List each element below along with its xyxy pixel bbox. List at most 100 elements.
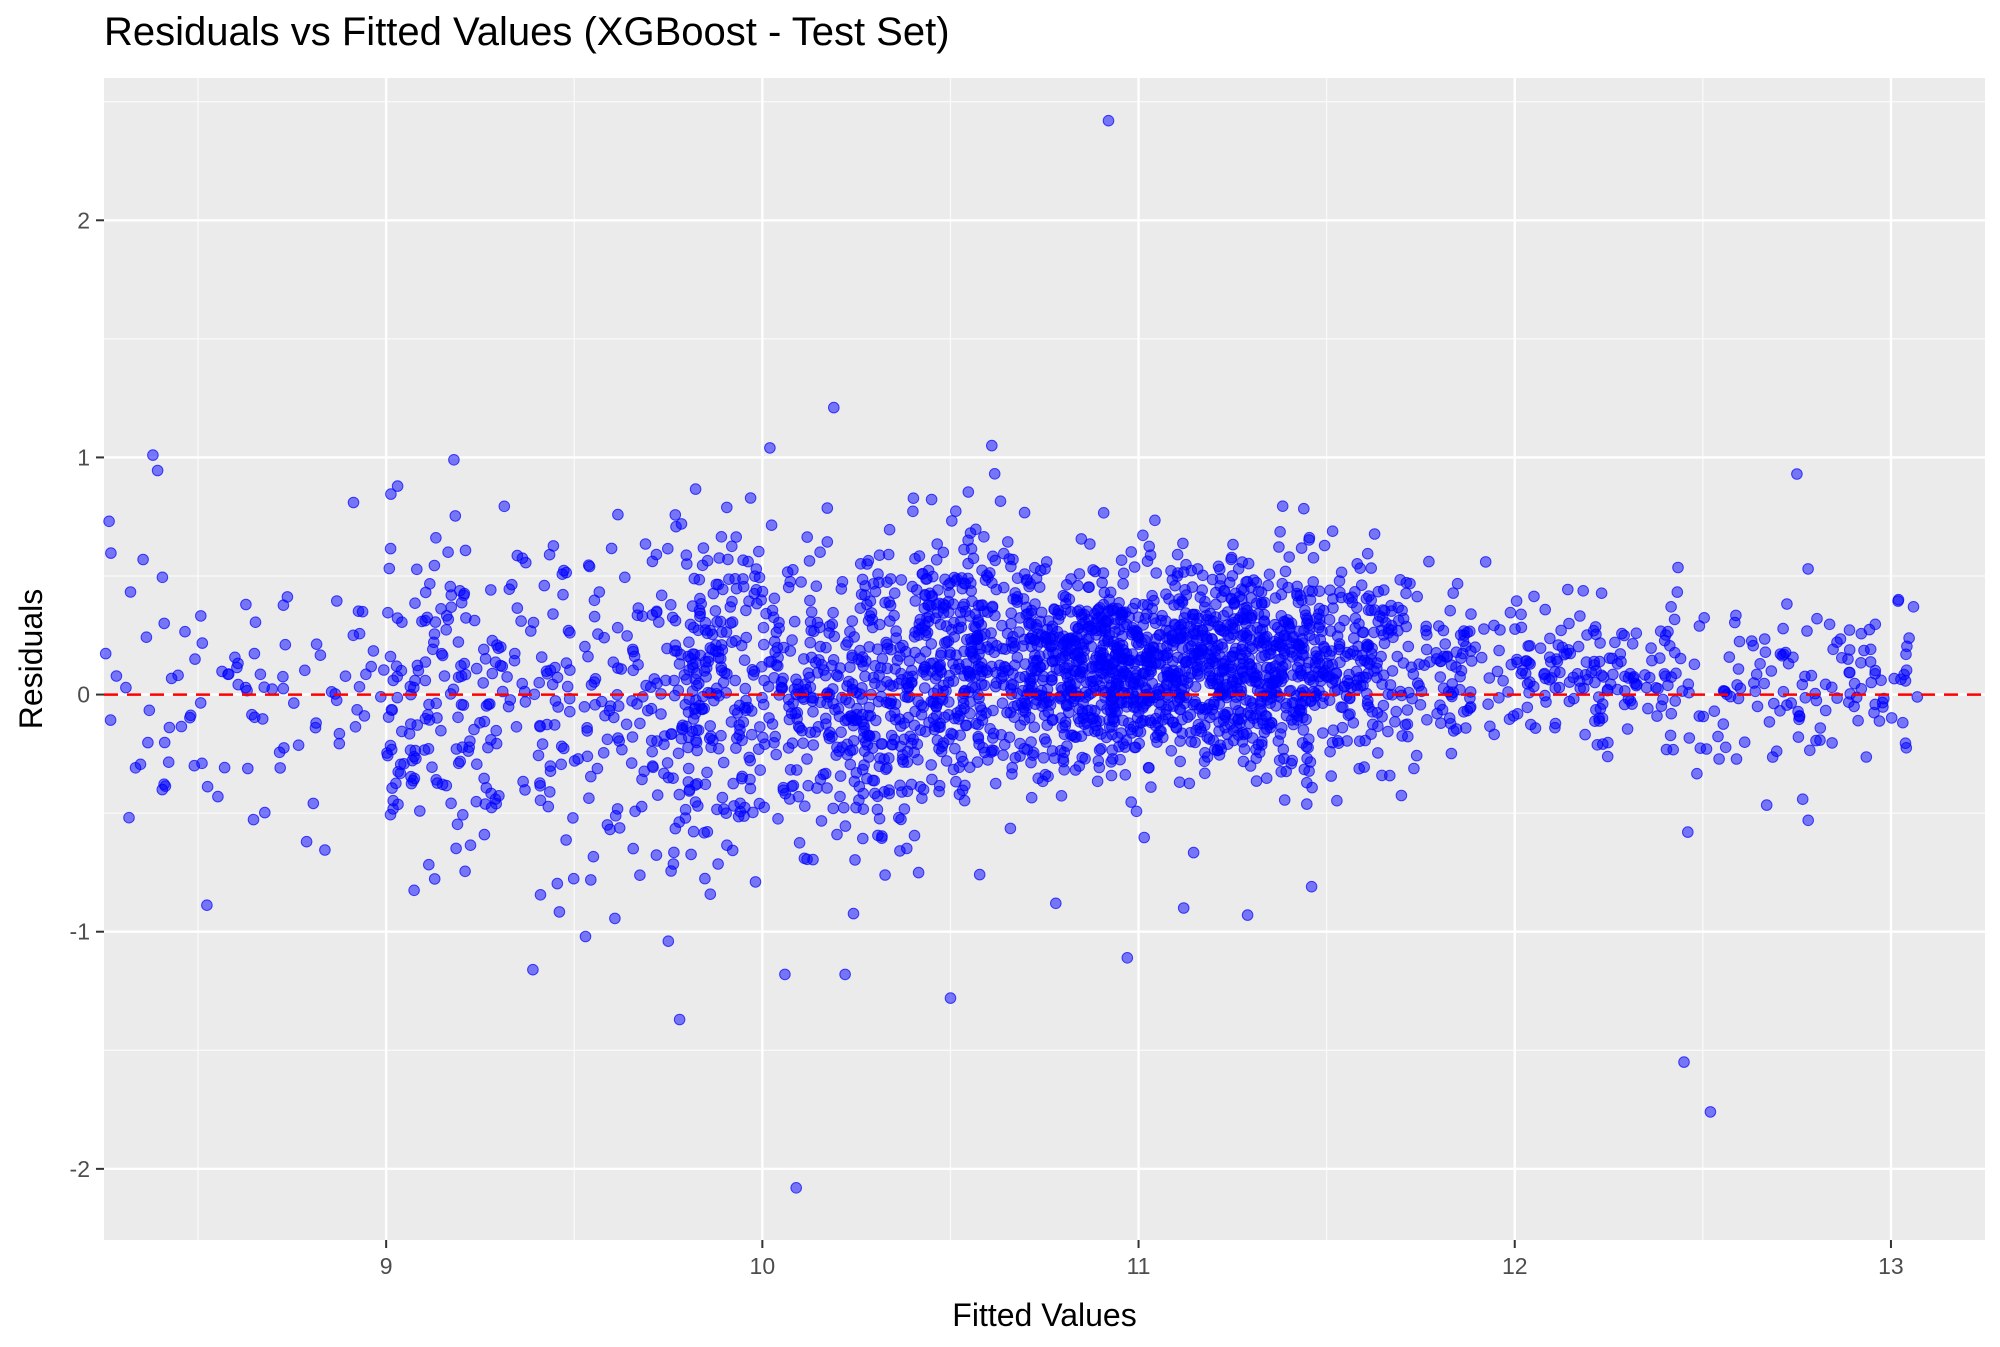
residual-point [1097, 567, 1110, 579]
residual-point [1529, 722, 1542, 734]
residual-point [1672, 561, 1684, 574]
residual-point [561, 680, 574, 693]
residual-point [650, 548, 663, 561]
residual-point [848, 735, 860, 747]
residual-point [516, 677, 529, 690]
residual-point [411, 563, 423, 576]
residual-point [913, 550, 926, 562]
y-tick-label: -2 [70, 1156, 90, 1182]
residual-point [1250, 662, 1263, 675]
residual-point [949, 742, 961, 755]
residual-point [699, 872, 711, 885]
residual-point [1034, 661, 1047, 673]
residual-point [414, 805, 426, 817]
residual-point [1285, 757, 1298, 770]
residual-point [1039, 563, 1051, 575]
residual-point [1102, 114, 1115, 127]
residual-point [1070, 686, 1082, 699]
residual-point [429, 616, 442, 628]
residual-point [457, 809, 469, 821]
residual-point [609, 912, 621, 925]
residual-point [448, 454, 460, 466]
residual-point [827, 802, 840, 815]
residual-point [1642, 702, 1654, 715]
residual-point [1577, 585, 1589, 597]
residual-point [1311, 652, 1324, 665]
residual-point [188, 759, 201, 772]
residual-point [1044, 640, 1056, 653]
residual-point [958, 702, 970, 715]
residual-point [1196, 624, 1209, 637]
residual-point [428, 559, 441, 572]
residual-point [1055, 790, 1068, 802]
residual-point [918, 602, 931, 615]
residual-point [1869, 698, 1881, 711]
residual-point [1182, 642, 1195, 655]
residual-point [1717, 718, 1730, 730]
residual-point [701, 766, 713, 779]
residual-point [760, 607, 772, 620]
residual-point [1005, 618, 1017, 630]
residual-point [1282, 581, 1294, 594]
residual-point [201, 780, 214, 793]
residual-point [777, 781, 790, 794]
residual-point [1212, 560, 1225, 573]
residual-point [1804, 744, 1816, 757]
residual-point [455, 670, 468, 683]
residual-point [1060, 700, 1073, 712]
residual-point [683, 636, 695, 649]
residual-point [1669, 646, 1681, 659]
residual-point [1667, 743, 1679, 756]
residual-point [1384, 679, 1397, 691]
residual-point [551, 671, 564, 684]
residual-point [1682, 678, 1695, 691]
residual-point [498, 500, 511, 513]
residual-point [697, 542, 710, 554]
residual-point [909, 646, 921, 659]
residual-point [310, 638, 323, 651]
residual-point [712, 858, 724, 870]
residual-point [1144, 549, 1157, 562]
residual-point [510, 721, 523, 733]
residual-point [1431, 707, 1443, 720]
residual-point [1139, 634, 1151, 646]
residual-point [378, 664, 390, 676]
residual-point [365, 660, 378, 673]
residual-point [1058, 764, 1070, 776]
residual-point [1058, 662, 1071, 674]
residual-point [687, 621, 700, 634]
residual-point [1765, 665, 1778, 677]
residual-point [517, 775, 529, 788]
residual-point [1184, 709, 1197, 721]
residual-point [534, 720, 546, 733]
residual-point [914, 724, 927, 736]
residual-point [783, 793, 796, 805]
residual-point [639, 538, 652, 550]
residual-point [105, 547, 117, 559]
residual-point [688, 572, 701, 585]
residual-point [980, 664, 992, 676]
residual-point [218, 761, 231, 774]
residual-point [971, 756, 984, 768]
residual-point [612, 508, 624, 521]
residual-point [585, 874, 597, 886]
residual-point [1400, 587, 1412, 600]
residual-point [1814, 722, 1827, 734]
residual-point [165, 672, 178, 685]
x-tick-label: 12 [1502, 1253, 1528, 1279]
residual-point [1823, 618, 1836, 631]
residual-point [1317, 697, 1329, 710]
residual-point [567, 872, 580, 885]
residual-point [724, 601, 737, 613]
residual-point [1338, 614, 1350, 627]
residual-point [970, 523, 982, 536]
residual-point [1006, 768, 1018, 780]
residual-point [734, 805, 747, 818]
residual-point [650, 849, 663, 861]
residual-point [655, 589, 668, 602]
residual-point [1303, 531, 1316, 544]
residual-point [884, 615, 896, 627]
residual-point [387, 674, 400, 687]
residual-point [1683, 732, 1696, 744]
residual-point [727, 777, 740, 790]
